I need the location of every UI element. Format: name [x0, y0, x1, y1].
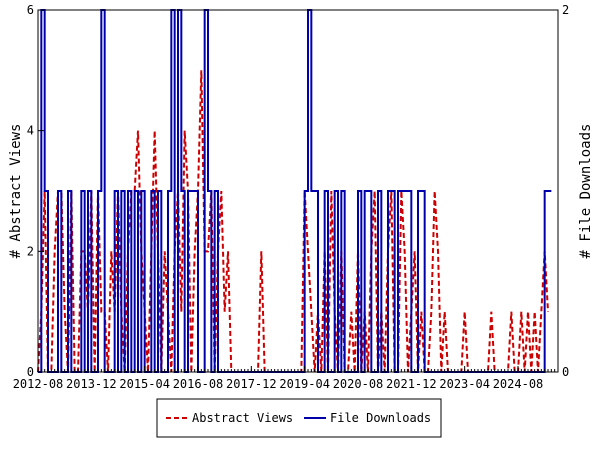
legend-label-abstract-views: Abstract Views	[192, 411, 293, 425]
y-left-tick-label: 6	[27, 3, 34, 17]
x-axis: 2012-08 2013-12 2015-04 2016-08 2017-12 2019-…	[13, 366, 559, 391]
x-tick-label: 2024-08	[493, 377, 544, 391]
x-tick-label: 2021-12	[386, 377, 437, 391]
y-left-tick-label: 4	[27, 124, 34, 138]
legend-label-file-downloads: File Downloads	[330, 411, 431, 425]
x-tick-label: 2013-12	[66, 377, 117, 391]
y-left-tick-label: 0	[27, 365, 34, 379]
x-tick-label: 2017-12	[226, 377, 277, 391]
y-axis-right: 02	[552, 3, 569, 379]
y-axis-right-label: # File Downloads	[578, 124, 594, 259]
x-tick-label: 2016-08	[173, 377, 224, 391]
x-tick-label: 2015-04	[119, 377, 170, 391]
y-right-tick-label: 0	[562, 365, 569, 379]
legend: Abstract Views File Downloads	[156, 398, 442, 438]
y-left-tick-label: 2	[27, 244, 34, 258]
y-axis-left: 0 2 4 6	[27, 3, 44, 379]
x-tick-label: 2012-08	[13, 377, 64, 391]
x-tick-label: 2023-04	[439, 377, 490, 391]
y-axis-left-label: # Abstract Views	[8, 124, 24, 259]
x-tick-label: 2020-08	[333, 377, 384, 391]
legend-box	[156, 398, 442, 438]
y-right-tick-label: 2	[562, 3, 569, 17]
x-tick-label: 2019-04	[279, 377, 330, 391]
